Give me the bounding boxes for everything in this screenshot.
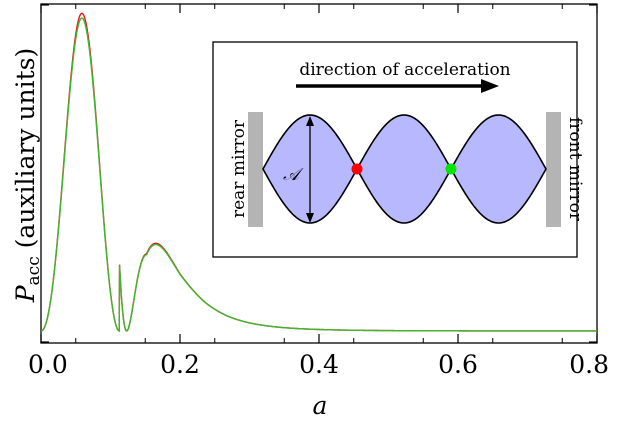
front-mirror	[546, 112, 561, 227]
x-tick-label: 0.4	[299, 350, 339, 379]
amplitude-arrow-bottom	[306, 213, 314, 223]
rear-mirror	[248, 112, 263, 227]
front-mirror-label: front mirror	[565, 117, 585, 222]
y-axis-title-sub: acc	[24, 256, 44, 285]
y-axis-title: Pacc (auxiliary units)	[11, 48, 44, 304]
amplitude-label: 𝒜	[283, 165, 304, 185]
acceleration-arrow-head	[481, 79, 499, 93]
rear-mirror-label: rear mirror	[229, 119, 249, 218]
x-tick-label: 0.0	[28, 350, 68, 379]
node-green	[445, 163, 457, 175]
node-red	[351, 163, 363, 175]
mode-lobe	[450, 114, 547, 224]
y-axis-title-rest: (auxiliary units)	[11, 48, 40, 257]
x-axis-title: a	[313, 391, 328, 420]
inset-arrow-label: direction of acceleration	[299, 60, 510, 80]
series-green-line	[40, 17, 597, 333]
y-axis-title-main: P	[11, 284, 40, 303]
mode-lobes	[262, 114, 547, 224]
x-tick-label: 0.6	[438, 350, 478, 379]
x-tick-labels: 0.0 0.2 0.4 0.6 0.8	[28, 350, 609, 379]
x-tick-label: 0.2	[160, 350, 200, 379]
amplitude-arrow-top	[306, 116, 314, 126]
curves	[40, 12, 597, 333]
inset-diagram: direction of acceleration 𝒜 rear mirror …	[212, 41, 585, 258]
x-tick-label: 0.8	[569, 350, 609, 379]
tick-marks	[40, 4, 598, 343]
